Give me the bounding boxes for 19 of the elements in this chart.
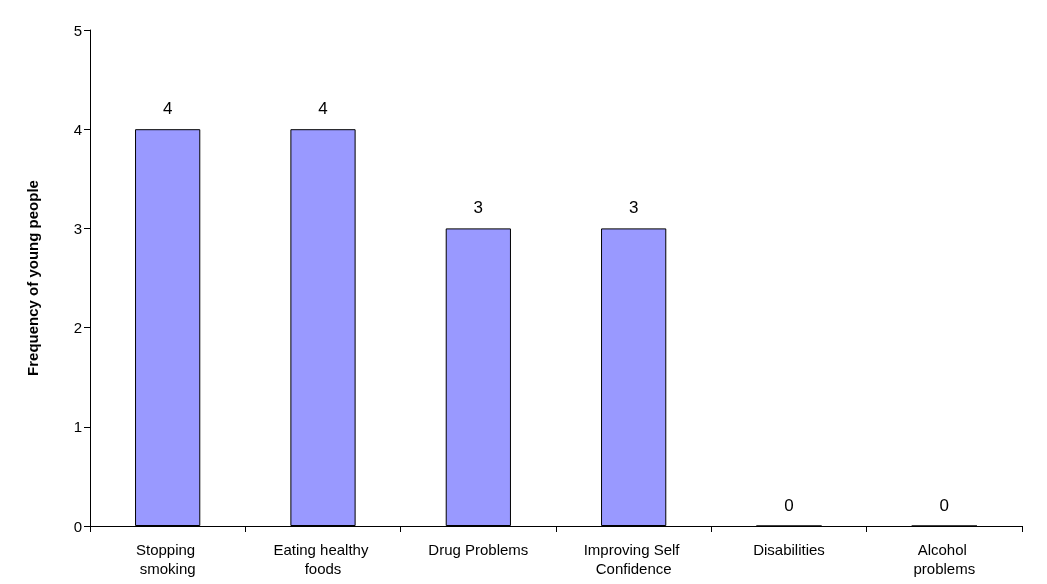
y-tick-label: 5: [73, 21, 82, 39]
x-tick-label: Stopping smoking: [135, 541, 200, 577]
data-label: 3: [473, 198, 484, 218]
y-axis-title: Frequency of young people: [24, 180, 41, 376]
x-tick-label: Eating healthy foods: [273, 541, 373, 577]
y-tick-label: 2: [73, 319, 82, 337]
y-tick-label: 4: [73, 120, 82, 138]
data-label: 4: [318, 99, 328, 119]
data-label: 0: [939, 495, 950, 515]
y-tick-label: 3: [73, 219, 82, 237]
data-label: 3: [628, 198, 639, 218]
data-label: 0: [784, 495, 794, 515]
x-tick-label: Disabilities: [753, 541, 825, 558]
y-tick-label: 0: [73, 517, 82, 535]
x-tick-label: Alcohol problems: [913, 541, 976, 577]
x-tick-label: Drug Problems: [428, 541, 529, 558]
x-tick-label: Improving Self Confidence: [583, 541, 684, 577]
data-label: 4: [162, 99, 173, 119]
y-tick-label: 1: [73, 418, 82, 436]
